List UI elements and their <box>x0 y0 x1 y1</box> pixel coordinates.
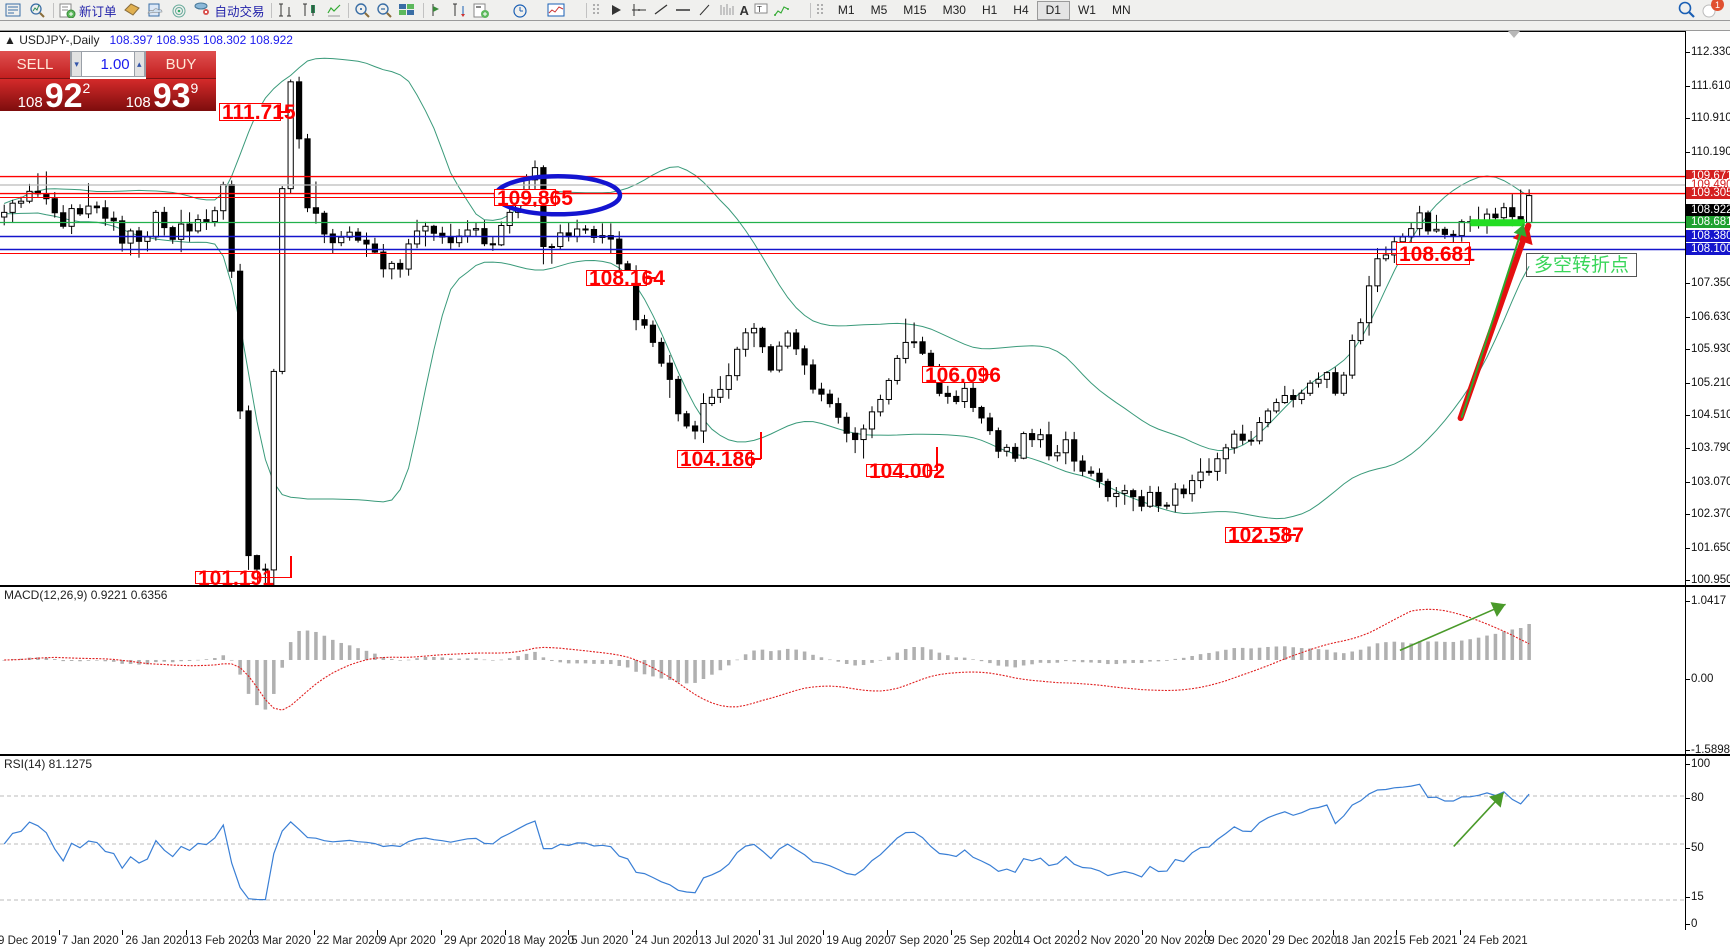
svg-text:T: T <box>757 5 762 14</box>
